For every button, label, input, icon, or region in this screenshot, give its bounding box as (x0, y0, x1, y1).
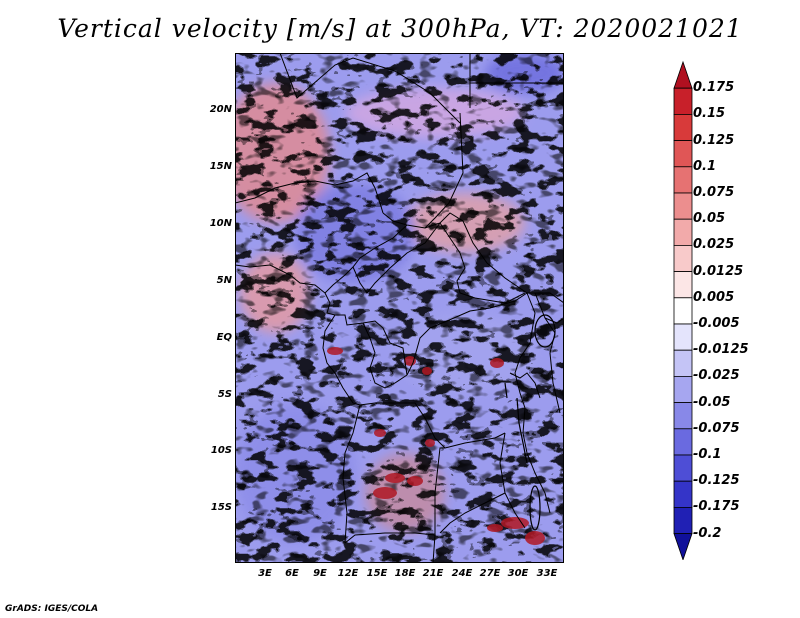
colorbar-segment (673, 428, 693, 456)
colorbar-segment (673, 140, 693, 168)
colorbar-label: 0.05 (693, 211, 726, 227)
velocity-map (235, 53, 564, 563)
colorbar-label: 0.1 (693, 158, 717, 174)
colorbar-label: -0.2 (693, 525, 722, 541)
colorbar-segment (673, 454, 693, 482)
colorbar-label: 0.15 (693, 106, 726, 122)
map-frame (235, 53, 564, 563)
colorbar-label: 0.175 (693, 80, 735, 96)
lon-label-27e: 27E (479, 568, 501, 579)
lat-label-15s: 15S (210, 502, 232, 513)
lon-label-21e: 21E (422, 568, 444, 579)
updraft-cores (327, 347, 545, 545)
colorbar-label: 0.005 (693, 289, 735, 305)
lat-label-5n: 5N (216, 275, 232, 286)
colorbar-segment (673, 506, 693, 534)
colorbar-label: -0.025 (693, 368, 740, 384)
lon-label-30e: 30E (507, 568, 529, 579)
lon-label-15e: 15E (366, 568, 388, 579)
colorbar-segment (673, 402, 693, 430)
lon-label-3e: 3E (258, 568, 272, 579)
colorbar-label: -0.05 (693, 394, 731, 410)
colorbar-segment (673, 480, 693, 508)
lat-label-eq: EQ (216, 332, 232, 343)
lat-label-15n: 15N (209, 161, 232, 172)
colorbar-segment (673, 323, 693, 351)
lat-label-5s: 5S (217, 389, 232, 400)
lon-label-12e: 12E (337, 568, 359, 579)
colorbar-segment (673, 349, 693, 377)
lon-label-9e: 9E (313, 568, 327, 579)
colorbar-label: -0.125 (693, 473, 740, 489)
colorbar-label: -0.1 (693, 447, 722, 462)
colorbar-segment (673, 166, 693, 194)
lakes (504, 314, 556, 531)
lat-label-20n: 20N (209, 104, 232, 115)
colorbar-label: 0.0125 (693, 263, 744, 279)
lon-label-18e: 18E (394, 568, 416, 579)
colorbar-segment (673, 60, 693, 89)
colorbar-segment (673, 533, 693, 560)
colorbar-label: 0.025 (693, 237, 735, 253)
grads-credit: GrADS: IGES/COLA (5, 604, 99, 614)
lon-label-24e: 24E (451, 568, 473, 579)
colorbar-label: -0.0125 (693, 342, 749, 358)
colorbar-segment (673, 192, 693, 220)
colorbar-segment (673, 244, 693, 272)
colorbar-label: 0.125 (693, 132, 735, 148)
lat-label-10s: 10S (210, 445, 232, 456)
country-borders (235, 53, 564, 563)
lat-label-10n: 10N (209, 218, 232, 229)
colorbar-segment (673, 375, 693, 403)
colorbar-label: -0.175 (693, 499, 740, 515)
plot-title: Vertical velocity [m/s] at 300hPa, VT: 2… (57, 14, 743, 43)
colorbar-segment (673, 218, 693, 246)
lon-label-6e: 6E (285, 568, 299, 579)
field-texture-red (235, 53, 564, 563)
lon-label-33e: 33E (536, 568, 558, 579)
colorbar-segment (673, 114, 693, 142)
colorbar-label: -0.005 (693, 316, 740, 331)
colorbar-segment (673, 297, 693, 325)
colorbar-label: -0.075 (693, 420, 740, 436)
colorbar-segment (673, 87, 693, 115)
colorbar (673, 60, 693, 560)
colorbar-label: 0.075 (693, 185, 735, 200)
colorbar-segment (673, 271, 693, 299)
